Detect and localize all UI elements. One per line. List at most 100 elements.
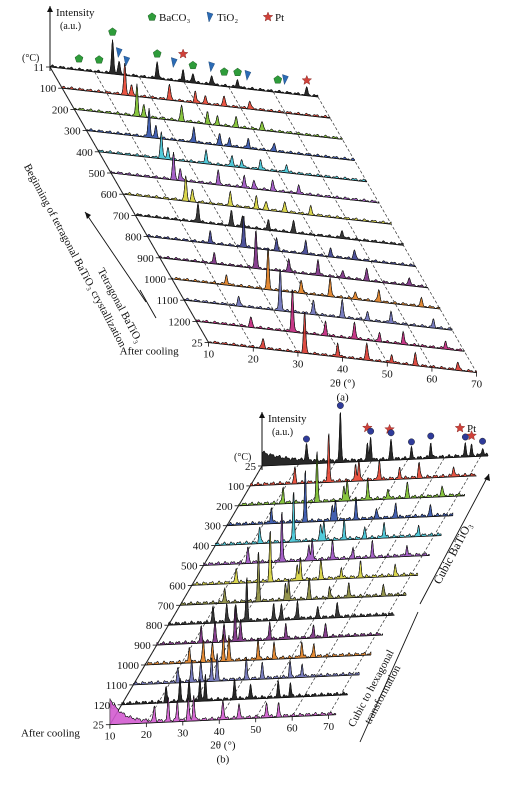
a-trace-line-4 (98, 131, 367, 182)
panel-a: Intensity (a.u.) (°C)11 100 200 300 400 500 600 7… (21, 6, 483, 404)
b-temp-label-11: 1100 (106, 680, 128, 692)
b-xtick-label-4: 50 (250, 724, 262, 736)
b-xtick-label-2: 30 (177, 727, 189, 739)
b-xtick-label-6: 70 (323, 721, 335, 733)
b-xtick-label-0: 10 (104, 731, 116, 743)
a-phase-marker-7 (188, 60, 198, 70)
b-gridline-4 (255, 459, 409, 719)
b-phase-marker-2 (362, 422, 373, 433)
a-baseline-10 (171, 278, 441, 310)
a-legend-marker-2 (262, 11, 274, 22)
panel-b: Intensity(a.u.)(°C)251002003004005006007… (21, 402, 490, 766)
a-gridline-5 (273, 91, 433, 368)
a-xtick-label-6: 70 (471, 379, 483, 391)
b-xtick-label-3: 40 (214, 726, 226, 738)
a-trace-fill-11 (183, 268, 453, 331)
a-trace-line-2 (74, 83, 343, 140)
a-temp-label-1: 100 (40, 83, 57, 95)
a-trace-fill-1 (61, 62, 331, 119)
a-legend-label-0: BaCO₃ (159, 12, 191, 24)
b-xtick-label-5: 60 (287, 723, 299, 735)
a-trace-line-9 (159, 230, 428, 288)
a-phase-marker-9 (208, 61, 215, 73)
a-baseline-3 (86, 130, 355, 161)
a-baseline-5 (110, 172, 380, 204)
a-phase-marker-4 (123, 55, 131, 67)
b-annotation-cubic: Cubic BaTiO₃ (430, 520, 474, 587)
a-xtick-label-1: 20 (248, 354, 260, 366)
b-phase-marker-9 (466, 430, 477, 441)
b-baseline-1 (250, 475, 477, 487)
a-xtick-label-0: 10 (203, 349, 215, 361)
b-trace-line-0 (262, 412, 489, 463)
a-temp-label-7: 700 (113, 210, 130, 222)
b-temp-label-3: 300 (204, 521, 221, 533)
b-temp-label-8: 800 (146, 620, 163, 632)
b-baseline-8 (168, 614, 395, 626)
b-phase-marker-0 (336, 402, 344, 409)
a-baseline-9 (159, 257, 428, 289)
b-temp-label-0: 25 (245, 461, 257, 473)
b-trace-line-9 (156, 605, 383, 646)
a-temp-label-2: 200 (52, 104, 69, 116)
a-gridline-2 (139, 76, 299, 353)
a-baseline-8 (147, 236, 416, 267)
a-gridline-0 (49, 66, 209, 343)
a-baseline-1 (62, 87, 331, 119)
b-baseline-4 (215, 535, 442, 546)
b-temp-label-7: 700 (158, 600, 175, 612)
a-xtick-label-3: 40 (337, 364, 349, 376)
a-trace-line-7 (135, 202, 404, 246)
b-baseline-11 (133, 674, 360, 686)
a-temp-label-6: 600 (101, 189, 118, 201)
b-after-cooling-label: After cooling (21, 728, 80, 740)
a-legend-marker-1 (206, 11, 214, 23)
b-temp-label-1: 100 (228, 481, 245, 493)
b-trace-fill-5 (203, 511, 430, 566)
a-phase-marker-13 (273, 75, 283, 84)
a-baseline-0 (49, 66, 319, 98)
b-temp-label-6: 600 (169, 580, 186, 592)
a-trace-line-13 (208, 312, 477, 373)
a-trace-line-11 (184, 268, 453, 330)
a-gridline-6 (317, 96, 477, 373)
b-gridline-6 (328, 456, 482, 716)
a-phase-marker-5 (152, 49, 162, 58)
a-baseline-12 (196, 321, 465, 352)
a-temp-label-5: 500 (89, 168, 106, 180)
b-panel-label: (b) (216, 754, 229, 766)
a-phase-marker-0 (108, 27, 117, 36)
a-temp-label-0: 11 (33, 62, 44, 74)
b-xtick-label-1: 20 (141, 729, 153, 741)
b-baseline-13 (109, 714, 336, 726)
a-trace-fill-12 (196, 289, 465, 352)
a-trace-line-12 (196, 289, 465, 352)
a-trace-line-5 (110, 152, 380, 204)
b-trace-line-4 (215, 491, 442, 546)
a-phase-marker-3-shape (115, 47, 123, 59)
a-trace-fill-9 (159, 230, 429, 289)
a-intensity-arrowhead (47, 6, 53, 12)
a-trace-fill-10 (171, 249, 441, 310)
b-yunit: (a.u.) (272, 427, 293, 438)
b-bracket-cubic-head (484, 474, 490, 481)
b-phase-marker-1 (303, 435, 310, 443)
a-xtick-label-5: 60 (426, 374, 438, 386)
a-gridline-4 (228, 86, 388, 363)
a-phase-marker-11 (233, 67, 242, 76)
b-annotation-transformation: Cubic to hexagonaltransformation (346, 648, 408, 735)
a-phase-marker-9-shape (208, 61, 215, 73)
a-baseline-4 (98, 151, 367, 183)
a-phase-marker-14-shape (282, 74, 289, 86)
a-trace-line-0 (49, 39, 319, 97)
a-temp-label-12: 1200 (168, 316, 191, 328)
a-phase-marker-12 (244, 70, 252, 81)
a-phase-marker-1 (74, 54, 84, 63)
a-temp-label-3: 300 (64, 126, 81, 138)
a-baseline-6 (123, 193, 392, 225)
b-baseline-3 (226, 515, 453, 527)
b-gridline-5 (291, 457, 445, 717)
a-temp-label-8: 800 (125, 232, 142, 244)
b-trace-line-8 (168, 577, 395, 626)
a-phase-marker-3 (115, 47, 123, 59)
